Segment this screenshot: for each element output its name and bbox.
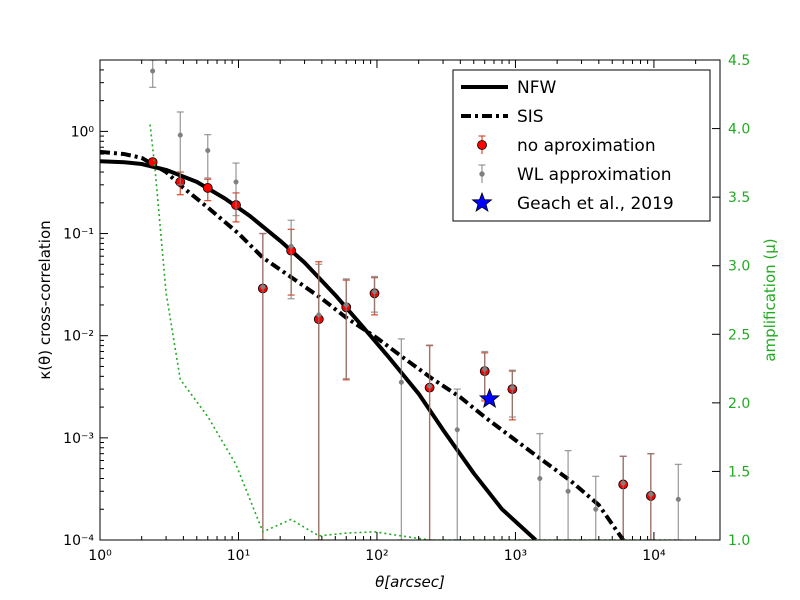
wl-approximation-point-0 [150,68,156,74]
wl-approximation-point-18 [648,491,654,497]
x-tick-label-3: 10³ [504,548,527,564]
x-tick-label-0: 10⁰ [88,548,112,564]
wl-approximation-point-6 [316,312,322,318]
y2-tick-label-2: 2.0 [728,396,750,412]
wl-approximation-point-17 [620,480,626,486]
legend-swatch-wl-approximation [479,171,485,177]
axes: 10⁰ 10¹ 10² 10³ 10⁴ 10⁻⁴ 10⁻³ 10⁻² 10⁻¹ 10⁰ 1.0 1.5… [63,53,750,564]
legend-swatch-no-aproximation [477,140,487,150]
wl-approximation-point-7 [343,302,349,308]
y2-tick-label-0: 1.0 [728,533,750,549]
wl-approximation-point-5 [288,243,294,249]
wl-approximation-point-4 [260,284,266,290]
legend-swatch-geach-star [471,191,493,213]
legend-label-no-aproximation: no aproximation [517,136,656,156]
wl-approximation-point-16 [593,506,599,512]
wl-approximation-point-1 [177,132,183,138]
wl-approximation-point-9 [398,379,404,385]
y-tick-label-4: 10⁰ [71,124,95,140]
wl-approximation-point-19 [675,496,681,502]
wl-approximation-point-8 [371,289,378,295]
wl-approximation-point-3 [233,179,239,185]
wl-approximation-point-14 [537,475,543,482]
legend-label-sis: SIS [517,107,544,127]
y-tick-label-1: 10⁻³ [63,431,94,447]
y2-tick-label-7: 4.5 [728,53,750,69]
axes-frame [99,59,721,541]
legend-label-nfw: NFW [517,78,556,98]
x-axis-label: θ[arcsec] [375,573,445,591]
y2-tick-label-3: 2.5 [728,327,750,343]
plot-content [100,60,682,540]
y2-tick-label-6: 4.0 [728,122,750,138]
geach-star-marker [478,387,501,409]
legend: NFW SIS no aproximation WL approximation Gea… [452,69,711,222]
y-tick-label-2: 10⁻² [63,329,94,345]
wl-approximation-point-2 [205,147,211,154]
y2-tick-label-5: 3.5 [728,190,750,206]
wl-approximation-point-13 [509,385,515,391]
y2-tick-label-4: 3.0 [728,259,750,275]
y-tick-label-0: 10⁻⁴ [63,533,94,549]
y2-axis-label: amplification (μ) [761,238,779,361]
legend-label-wl-approximation: WL approximation [517,165,672,185]
y2-tick-label-1: 1.5 [728,464,750,480]
series-line-nfw [100,159,538,540]
x-tick-label-4: 10⁴ [642,548,666,564]
wl-approximation-point-10 [427,383,433,389]
legend-label-geach-et-al-2019: Geach et al., 2019 [517,194,674,214]
wl-approximation-point-12 [482,366,488,372]
legend-box [452,69,711,222]
plot-area [100,60,682,540]
y-axis-label: κ(θ) cross-correlation [36,220,54,379]
x-tick-label-1: 10¹ [227,548,250,564]
no-aproximation-point-0 [147,157,158,168]
y-tick-label-3: 10⁻¹ [63,227,94,243]
x-tick-label-2: 10² [365,548,388,564]
wl-approximation-point-15 [565,488,571,494]
wl-approximation-point-11 [454,427,460,433]
no-aproximation-point-2 [202,182,213,193]
